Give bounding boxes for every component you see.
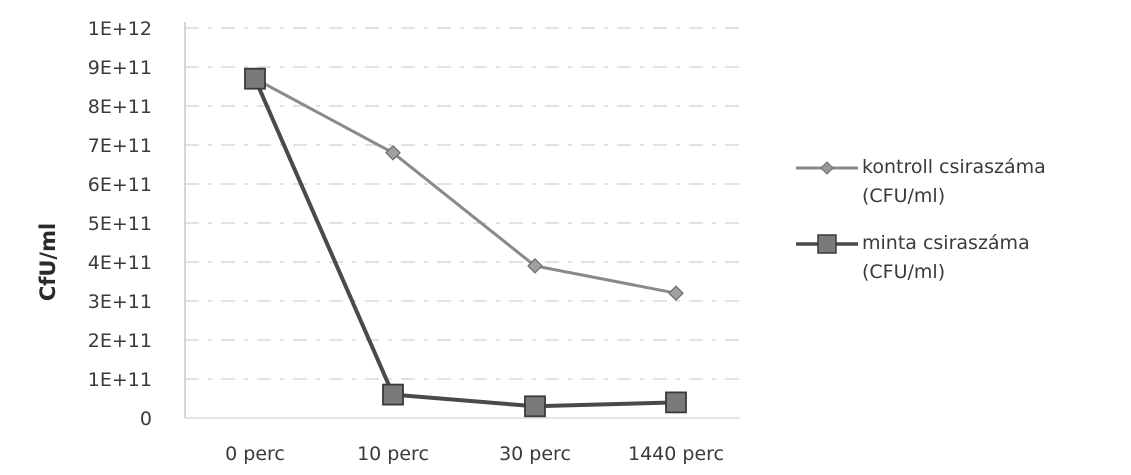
x-tick-label: 0 perc [225, 443, 285, 465]
y-tick-label: 7E+11 [88, 135, 152, 157]
legend-label-kontroll: kontroll csiraszáma (CFU/ml) [862, 156, 1046, 207]
y-tick-label: 9E+11 [88, 57, 152, 79]
gridlines [185, 27, 740, 380]
series-line [253, 77, 677, 409]
x-tick-labels: 0 perc 10 perc 30 perc 1440 perc [225, 443, 724, 465]
y-tick-label: 2E+11 [88, 330, 152, 352]
series-line [254, 77, 677, 295]
legend-square-line-icon [796, 234, 858, 254]
legend: kontroll csiraszáma (CFU/ml) minta csira… [792, 153, 1122, 305]
x-tick-label: 1440 perc [628, 443, 724, 465]
y-tick-label: 6E+11 [88, 174, 152, 196]
data-point [668, 285, 684, 302]
data-point [385, 144, 401, 161]
data-point [244, 67, 266, 90]
data-point [527, 258, 543, 274]
data-point [382, 383, 404, 406]
legend-item-kontroll: kontroll csiraszáma (CFU/ml) [792, 153, 1122, 211]
y-tick-label: 0 [140, 408, 152, 430]
legend-label-minta: minta csiraszáma (CFU/ml) [862, 232, 1030, 283]
y-tick-label: 3E+11 [88, 291, 152, 313]
y-tick-label: 4E+11 [88, 252, 152, 274]
data-point [665, 391, 687, 414]
x-tick-label: 10 perc [357, 443, 429, 465]
y-tick-label: 5E+11 [88, 213, 152, 235]
y-tick-labels: 0 1E+11 2E+11 3E+11 4E+11 5E+11 6E+11 7E+11 8E+1… [88, 18, 152, 430]
axes [184, 22, 740, 419]
y-tick-label: 1E+11 [88, 369, 152, 391]
data-point [524, 395, 546, 418]
legend-diamond-line-icon [796, 161, 858, 175]
y-axis-label: CfU/ml [36, 223, 60, 301]
x-tick-label: 30 perc [499, 443, 571, 465]
y-tick-label: 8E+11 [88, 96, 152, 118]
y-tick-label: 1E+12 [88, 18, 152, 40]
series [244, 67, 687, 418]
legend-item-minta: minta csiraszáma (CFU/ml) [792, 229, 1122, 287]
